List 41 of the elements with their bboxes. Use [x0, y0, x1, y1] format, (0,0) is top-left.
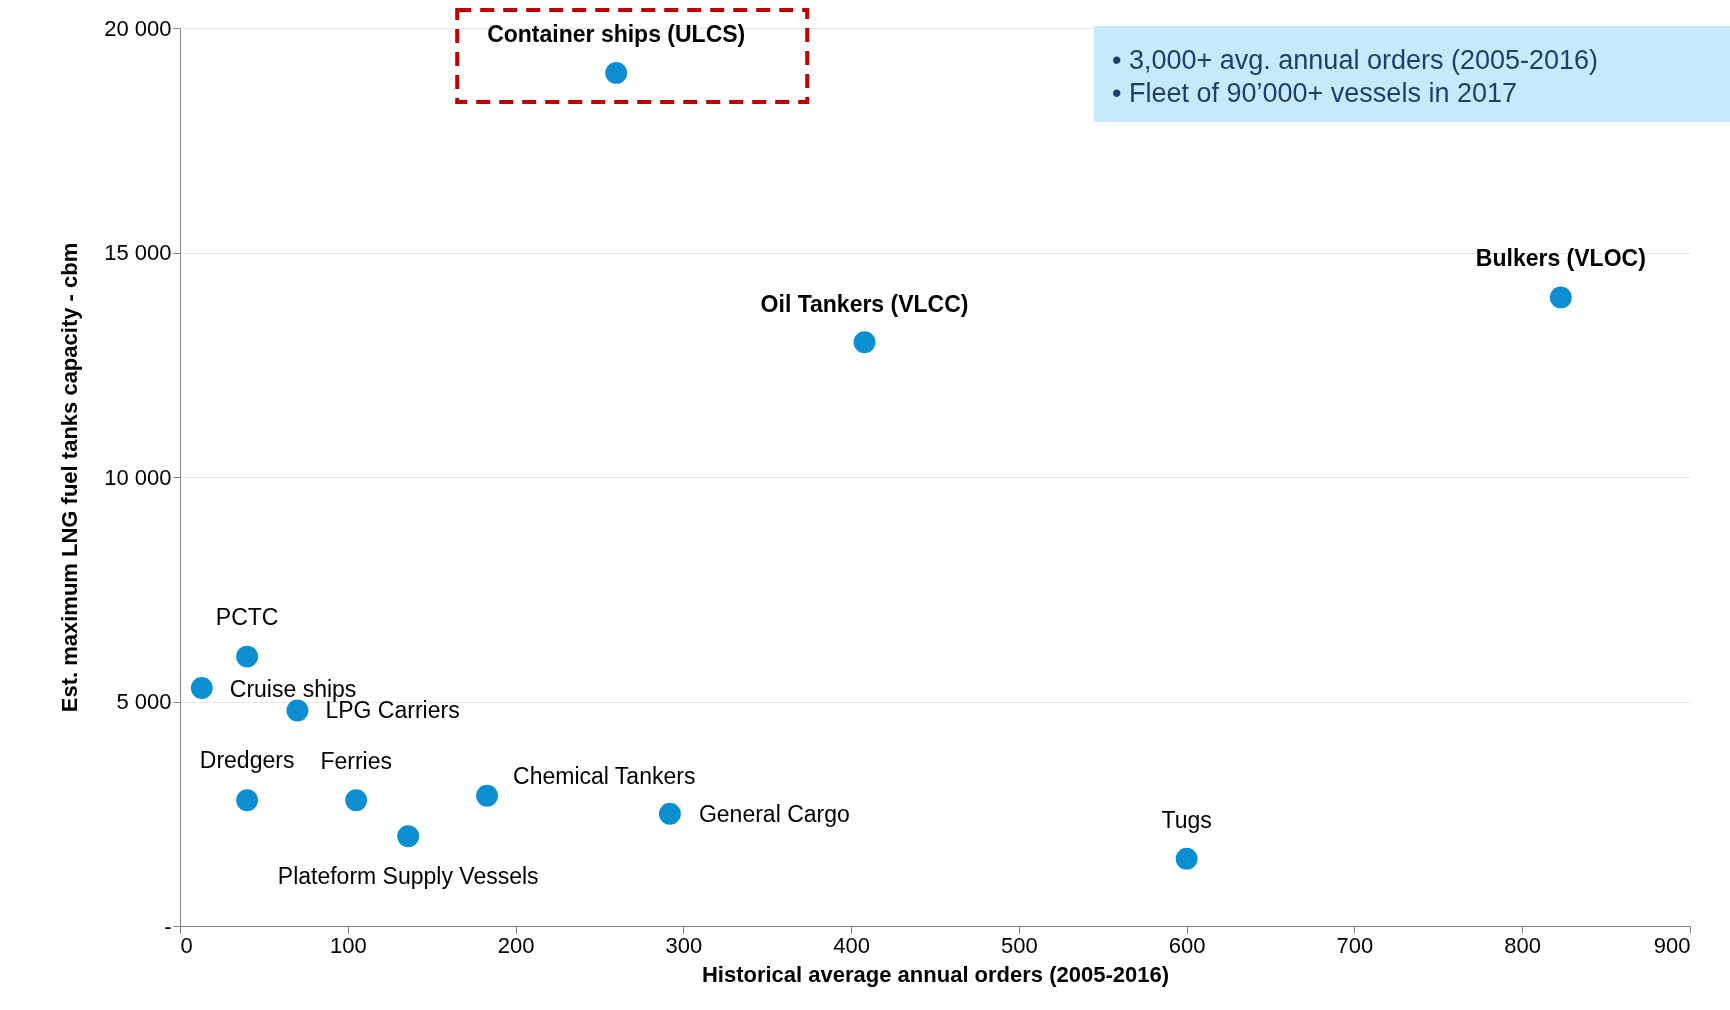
y-tick-label: 10 000: [104, 464, 172, 490]
y-tick-label: -: [164, 913, 172, 939]
y-tick-label: 15 000: [104, 240, 172, 265]
point: [345, 789, 368, 812]
point: [605, 61, 628, 84]
annotation: Chemical Tankers: [513, 762, 696, 789]
annotation: Ferries: [320, 748, 392, 775]
annotation: Oil Tankers (VLCC): [760, 291, 969, 318]
y-tick-label: 20 000: [104, 15, 172, 41]
annotation: Tugs: [1161, 806, 1212, 833]
point: [658, 802, 681, 825]
point: [853, 331, 876, 354]
annotation: • Fleet of 90’000+ vessels in 2017: [1112, 78, 1517, 108]
point: [1549, 286, 1572, 309]
x-tick-label: 700: [1336, 932, 1374, 958]
annotation: • 3,000+ avg. annual orders (2005-2016): [1112, 45, 1599, 75]
point: [236, 645, 259, 668]
annotation: General Cargo: [698, 800, 850, 827]
x-tick-label: 900: [1653, 932, 1691, 958]
x-tick-label: 400: [833, 932, 870, 958]
point: [397, 825, 420, 848]
point: [476, 784, 498, 807]
x-tick-label: 800: [1504, 932, 1542, 958]
point: [190, 677, 213, 699]
x-tick-label: 100: [329, 932, 367, 958]
x-tick-label: 600: [1168, 932, 1206, 958]
annotation: Cruise ships: [229, 676, 357, 703]
x-axis-title: Historical average annual orders (2005-2016): [701, 961, 1170, 987]
y-axis-title: Est. maximum LNG fuel tanks capacity - cbm: [57, 242, 83, 713]
annotation: PCTC: [215, 603, 279, 630]
annotation: Plateform Supply Vessels: [277, 863, 539, 890]
x-tick-label: 500: [1001, 932, 1038, 958]
annotation: Dredgers: [199, 747, 295, 774]
x-tick-label: 200: [497, 932, 535, 958]
point: [1175, 847, 1198, 870]
annotation: Container ships (ULCS): [487, 20, 746, 47]
annotation: Bulkers (VLOC): [1475, 245, 1646, 272]
x-tick-label: 300: [665, 932, 703, 958]
point: [236, 789, 259, 812]
x-tick-label: 0: [180, 932, 193, 958]
y-tick-label: 5 000: [116, 689, 172, 714]
